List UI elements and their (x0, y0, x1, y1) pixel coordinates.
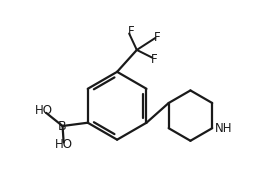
Text: F: F (128, 25, 135, 38)
Text: F: F (154, 31, 161, 44)
Text: NH: NH (215, 122, 232, 135)
Text: HO: HO (55, 138, 73, 151)
Text: HO: HO (35, 104, 53, 117)
Text: F: F (151, 53, 158, 66)
Text: B: B (58, 120, 67, 133)
